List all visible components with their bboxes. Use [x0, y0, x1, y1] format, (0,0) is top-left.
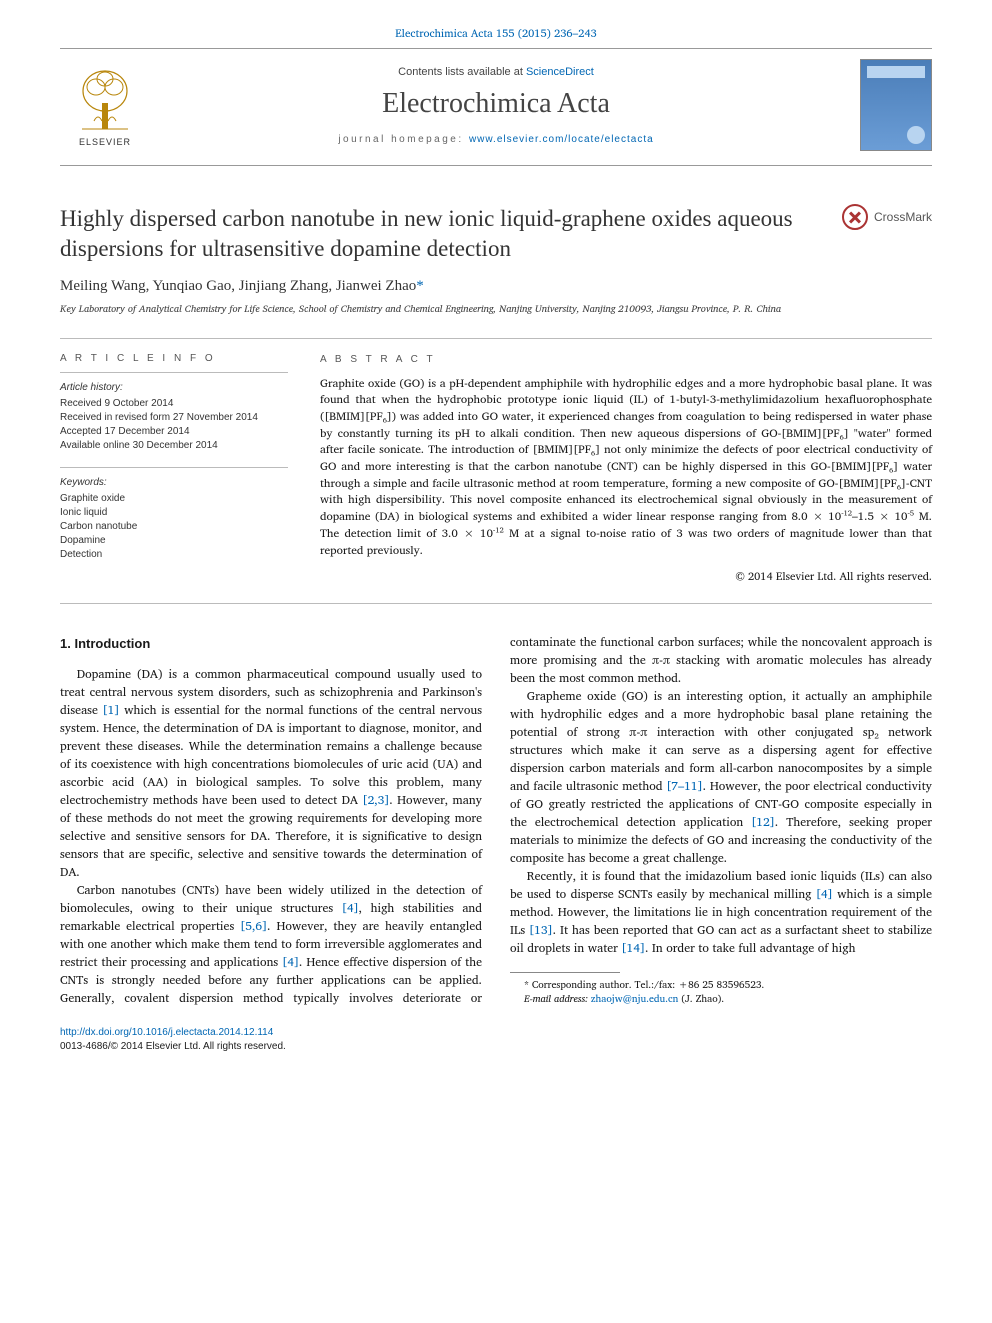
article-info-heading: A R T I C L E I N F O	[60, 353, 288, 364]
homepage-link[interactable]: www.elsevier.com/locate/electacta	[469, 134, 654, 145]
crossmark-icon	[842, 204, 868, 230]
email-label: E-mail address:	[524, 991, 591, 1007]
keywords-label: Keywords:	[60, 476, 288, 490]
title-row: Highly dispersed carbon nanotube in new …	[60, 204, 932, 264]
article-title: Highly dispersed carbon nanotube in new …	[60, 204, 842, 264]
citation-ref[interactable]: [13]	[529, 921, 553, 940]
email-footnote: E-mail address: zhaojw@nju.edu.cn (J. Zh…	[510, 993, 932, 1007]
issn-copyright: 0013-4686/© 2014 Elsevier Ltd. All right…	[60, 1041, 286, 1052]
banner-right	[842, 59, 932, 151]
elsevier-tree-icon	[76, 63, 134, 135]
affiliation: Key Laboratory of Analytical Chemistry f…	[60, 303, 932, 317]
publisher-block: ELSEVIER	[60, 63, 150, 147]
sciencedirect-link[interactable]: ScienceDirect	[526, 66, 594, 78]
journal-cover-thumb-icon	[860, 59, 932, 151]
email-suffix: (J. Zhao).	[678, 991, 724, 1007]
citation-ref[interactable]: [4]	[282, 953, 299, 972]
keywords-block: Keywords: Graphite oxide Ionic liquid Ca…	[60, 467, 288, 562]
history-label: Article history:	[60, 381, 288, 395]
citation-ref[interactable]: [7–11]	[666, 777, 702, 796]
authors-line: Meiling Wang, Yunqiao Gao, Jinjiang Zhan…	[60, 278, 932, 295]
citation-ref[interactable]: [12]	[751, 813, 775, 832]
history-item: Received in revised form 27 November 201…	[60, 411, 288, 425]
homepage-prefix: journal homepage:	[338, 134, 469, 145]
meta-abstract-block: A R T I C L E I N F O Article history: R…	[60, 338, 932, 604]
page-footer: http://dx.doi.org/10.1016/j.electacta.20…	[60, 1026, 932, 1054]
text-run: . In order to take full advantage of hig…	[645, 939, 855, 958]
keyword: Detection	[60, 548, 288, 562]
homepage-line: journal homepage: www.elsevier.com/locat…	[150, 134, 842, 145]
contents-line: Contents lists available at ScienceDirec…	[150, 66, 842, 78]
crossmark-badge[interactable]: CrossMark	[842, 204, 932, 230]
citation-header: Electrochimica Acta 155 (2015) 236–243	[60, 24, 932, 42]
publisher-name: ELSEVIER	[79, 137, 131, 147]
paragraph: Dopamine (DA) is a common pharmaceutical…	[60, 666, 482, 882]
citation-ref[interactable]: [2,3]	[362, 791, 389, 810]
article-info-column: A R T I C L E I N F O Article history: R…	[60, 353, 288, 585]
contents-prefix: Contents lists available at	[398, 66, 526, 78]
citation-ref[interactable]: [14]	[621, 939, 645, 958]
abstract-copyright: © 2014 Elsevier Ltd. All rights reserved…	[320, 569, 932, 585]
history-item: Accepted 17 December 2014	[60, 425, 288, 439]
citation-ref[interactable]: [4]	[342, 899, 359, 918]
email-link[interactable]: zhaojw@nju.edu.cn	[591, 991, 678, 1007]
citation-link[interactable]: Electrochimica Acta 155 (2015) 236–243	[395, 24, 596, 42]
article-history: Article history: Received 9 October 2014…	[60, 372, 288, 453]
paragraph: Grapheme oxide (GO) is an interesting op…	[510, 688, 932, 868]
keyword: Carbon nanotube	[60, 520, 288, 534]
abstract-heading: A B S T R A C T	[320, 353, 932, 368]
paragraph: Recently, it is found that the imidazoli…	[510, 868, 932, 958]
doi-link[interactable]: http://dx.doi.org/10.1016/j.electacta.20…	[60, 1027, 273, 1038]
body-text: 1. Introduction Dopamine (DA) is a commo…	[60, 634, 932, 1008]
text-run: processing and applications	[131, 953, 283, 972]
journal-name: Electrochimica Acta	[150, 88, 842, 120]
history-item: Received 9 October 2014	[60, 397, 288, 411]
abstract-column: A B S T R A C T Graphite oxide (GO) is a…	[320, 353, 932, 585]
keyword: Dopamine	[60, 534, 288, 548]
citation-ref[interactable]: [1]	[103, 701, 120, 720]
journal-banner: ELSEVIER Contents lists available at Sci…	[60, 48, 932, 166]
history-item: Available online 30 December 2014	[60, 439, 288, 453]
crossmark-label: CrossMark	[874, 210, 932, 224]
section-heading: 1. Introduction	[60, 634, 482, 654]
authors-text: Meiling Wang, Yunqiao Gao, Jinjiang Zhan…	[60, 278, 416, 294]
corresponding-mark: *	[416, 278, 424, 294]
footnote-block: * Corresponding author. Tel.:/fax: +86 2…	[510, 972, 932, 1006]
citation-ref[interactable]: [5,6]	[240, 917, 267, 936]
keyword: Ionic liquid	[60, 506, 288, 520]
abstract-text: Graphite oxide (GO) is a pH-dependent am…	[320, 376, 932, 559]
banner-center: Contents lists available at ScienceDirec…	[150, 66, 842, 145]
keyword: Graphite oxide	[60, 492, 288, 506]
citation-ref[interactable]: [4]	[816, 885, 833, 904]
footnote-rule	[510, 972, 620, 973]
